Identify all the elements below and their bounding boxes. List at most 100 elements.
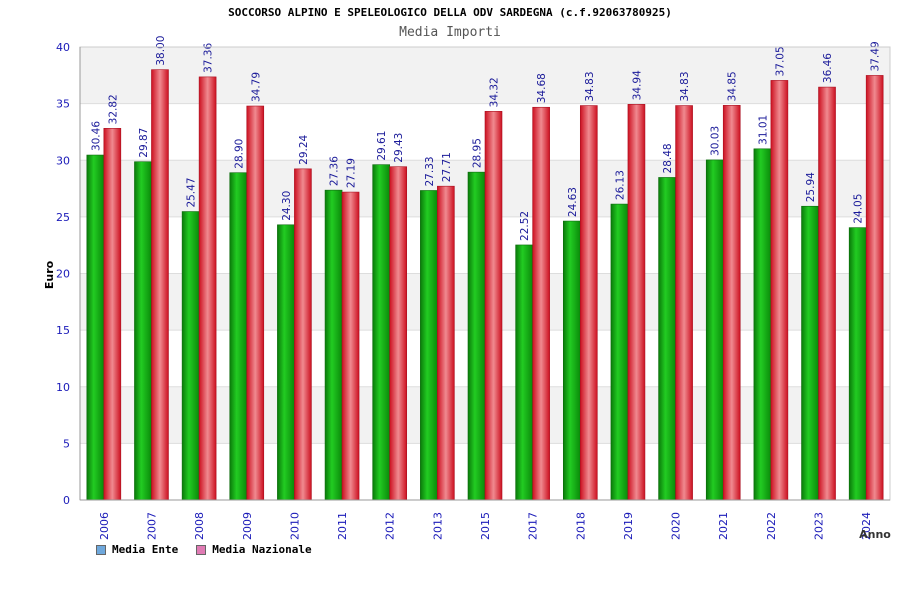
bar-media-nazionale-2009 <box>246 105 265 501</box>
x-tick-label: 2010 <box>288 512 301 540</box>
data-label: 28.90 <box>233 139 245 169</box>
bar-media-nazionale-2015 <box>484 111 503 501</box>
bar-media-nazionale-2011 <box>341 191 360 501</box>
x-tick-label: 2007 <box>145 512 158 540</box>
x-tick-label: 2023 <box>813 512 826 540</box>
data-label: 34.79 <box>250 72 262 102</box>
data-label: 31.01 <box>757 115 769 145</box>
data-label: 24.30 <box>281 191 293 221</box>
bar-media-ente-2017 <box>515 244 533 501</box>
x-tick-label: 2021 <box>717 512 730 540</box>
data-label: 37.49 <box>870 41 882 71</box>
x-tick-label: 2022 <box>765 512 778 540</box>
data-label: 24.05 <box>853 194 865 224</box>
bar-media-nazionale-2013 <box>437 185 455 501</box>
axes <box>79 46 891 501</box>
data-label: 26.13 <box>614 170 626 200</box>
x-tick-label: 2024 <box>860 512 873 540</box>
data-label: 32.82 <box>107 94 119 124</box>
data-label: 25.47 <box>186 177 198 207</box>
chart-title: SOCCORSO ALPINO E SPELEOLOGICO DELLA ODV… <box>228 6 672 19</box>
bar-media-nazionale-2023 <box>818 86 836 501</box>
y-tick-labels: 0 5 10 15 20 25 30 35 40 <box>56 41 70 507</box>
data-label: 27.71 <box>441 152 453 182</box>
data-label: 34.68 <box>536 73 548 103</box>
data-label: 34.83 <box>679 71 691 101</box>
x-tick-label: 2013 <box>431 512 444 540</box>
x-tick-labels: 2006 2007 2008 2009 2010 2011 2012 2013 2015 2017… <box>98 512 873 540</box>
data-label: 27.33 <box>424 156 436 186</box>
y-tick-label: 5 <box>63 437 70 450</box>
legend: Media Ente Media Nazionale <box>96 543 312 556</box>
legend-item-media-nazionale: Media Nazionale <box>196 543 312 556</box>
x-axis-label: Anno <box>859 528 891 541</box>
x-tick-label: 2012 <box>384 512 397 540</box>
data-label: 24.63 <box>567 187 579 217</box>
bar-media-ente-2013 <box>420 190 438 501</box>
bar-media-ente-2010 <box>277 224 295 501</box>
x-tick-label: 2020 <box>670 512 683 540</box>
legend-label-media-ente: Media Ente <box>112 543 179 556</box>
bar-media-nazionale-2021 <box>722 105 741 501</box>
legend-label-media-nazionale: Media Nazionale <box>212 543 312 556</box>
y-tick-label: 40 <box>56 41 70 54</box>
data-label: 30.46 <box>90 121 102 151</box>
data-label: 29.24 <box>298 134 310 164</box>
y-tick-label: 35 <box>56 98 70 111</box>
bar-media-ente-2015 <box>467 171 486 501</box>
data-label: 29.61 <box>376 131 388 161</box>
bar-media-nazionale-2017 <box>532 106 550 501</box>
bar-media-ente-2012 <box>372 164 391 501</box>
x-tick-label: 2017 <box>527 512 540 540</box>
data-label: 34.83 <box>584 71 596 101</box>
bar-media-ente-2007 <box>134 161 152 501</box>
x-tick-label: 2019 <box>622 512 635 540</box>
y-tick-label: 0 <box>63 494 70 507</box>
chart-subtitle: Media Importi <box>399 25 501 40</box>
y-tick-label: 30 <box>56 154 70 167</box>
data-label: 29.87 <box>138 128 150 158</box>
data-label: 25.94 <box>805 172 817 202</box>
bar-media-nazionale-2008 <box>198 76 217 501</box>
bar-media-ente-2023 <box>801 205 819 501</box>
legend-swatch-media-nazionale <box>196 544 207 555</box>
bars <box>86 69 884 501</box>
bar-media-ente-2009 <box>229 172 248 501</box>
bar-media-ente-2008 <box>181 211 200 501</box>
data-label: 27.36 <box>329 156 341 186</box>
y-tick-label: 15 <box>56 324 70 337</box>
data-label: 36.46 <box>822 53 834 83</box>
data-label: 28.95 <box>472 138 484 168</box>
data-label: 22.52 <box>519 211 531 241</box>
bar-media-nazionale-2006 <box>103 128 122 501</box>
bar-media-nazionale-2019 <box>627 104 646 501</box>
y-axis-label: Euro <box>43 260 56 289</box>
y-tick-label: 10 <box>56 381 70 394</box>
x-tick-label: 2006 <box>98 512 111 540</box>
x-tick-label: 2009 <box>241 512 254 540</box>
data-label: 30.03 <box>710 126 722 156</box>
x-tick-label: 2008 <box>193 512 206 540</box>
y-tick-label: 20 <box>56 268 70 281</box>
data-label: 37.36 <box>203 43 215 73</box>
data-label: 34.85 <box>727 71 739 101</box>
bar-media-ente-2018 <box>562 220 581 501</box>
bar-media-nazionale-2022 <box>770 80 789 501</box>
data-label: 34.32 <box>489 77 501 107</box>
bar-media-ente-2024 <box>848 227 867 501</box>
legend-swatch-media-ente <box>96 544 106 555</box>
data-label: 34.94 <box>631 70 643 100</box>
bar-media-nazionale-2007 <box>151 69 169 501</box>
bar-media-nazionale-2010 <box>294 168 312 501</box>
bar-media-nazionale-2024 <box>865 75 884 501</box>
bar-media-nazionale-2018 <box>579 105 598 501</box>
bar-media-ente-2006 <box>86 154 105 501</box>
data-label: 27.19 <box>346 158 358 188</box>
bar-media-ente-2022 <box>753 148 772 501</box>
data-label: 38.00 <box>155 36 167 66</box>
data-label: 28.48 <box>662 143 674 173</box>
data-label: 29.43 <box>393 133 405 163</box>
bar-media-ente-2021 <box>705 159 724 501</box>
